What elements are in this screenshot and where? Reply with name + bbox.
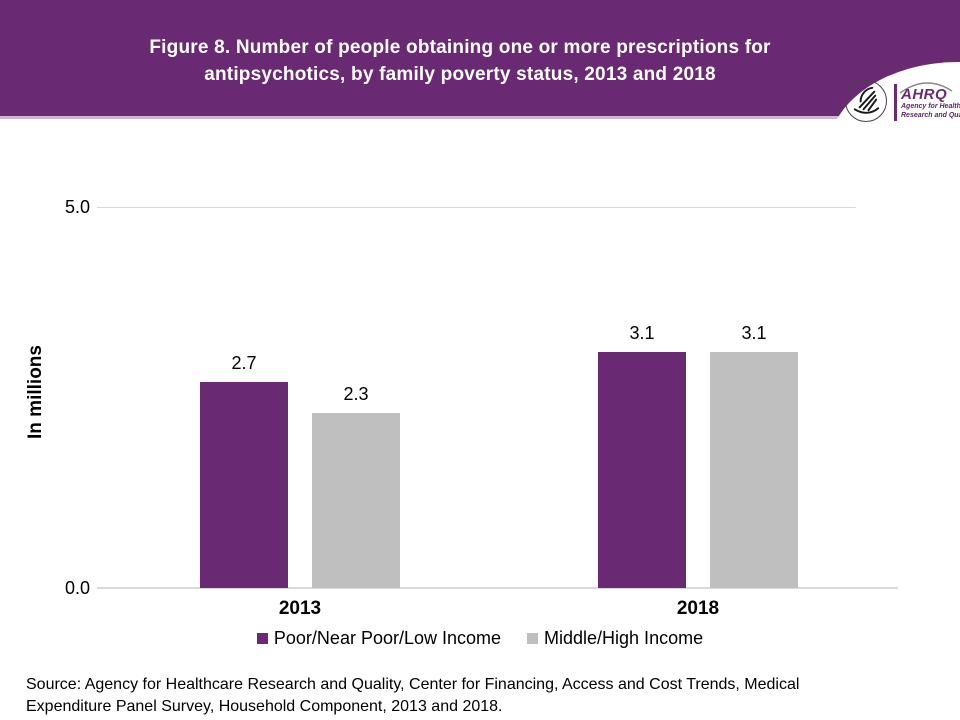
- legend-label: Middle/High Income: [544, 628, 704, 648]
- x-category-label-2013: 2013: [278, 598, 322, 619]
- legend-item-middle: Middle/High Income: [527, 627, 703, 649]
- hhs-eagle-icon: [845, 80, 887, 122]
- figure-title-line1: Figure 8. Number of people obtaining one…: [149, 37, 771, 58]
- y-axis-title: In millions: [25, 345, 46, 439]
- source-note-line2: Expenditure Panel Survey, Household Comp…: [26, 698, 503, 715]
- bar-2013-poor: [200, 382, 288, 588]
- bar-value-label-2013-middle: 2.3: [343, 384, 369, 404]
- y-tick-0: 0.0: [64, 578, 90, 598]
- ahrq-swoosh-icon: [898, 80, 954, 99]
- bar-2013-middle: [312, 413, 400, 588]
- legend-item-poor: Poor/Near Poor/Low Income: [256, 627, 502, 649]
- source-note-line1: Source: Agency for Healthcare Research a…: [26, 676, 800, 693]
- ahrq-wordmark: AHRQ: [901, 86, 948, 103]
- header-band: Figure 8. Number of people obtaining one…: [0, 0, 960, 119]
- gridline-5: [97, 207, 898, 208]
- figure-title: Figure 8. Number of people obtaining one…: [80, 34, 840, 88]
- ahrq-tagline-line1: Agency for Healthcare: [901, 103, 960, 110]
- x-axis-line: [97, 587, 898, 589]
- source-note: Source: Agency for Healthcare Research a…: [26, 674, 926, 718]
- logo-divider: [894, 84, 897, 121]
- ahrq-tagline: Agency for Healthcare Research and Quali…: [901, 103, 960, 120]
- legend-swatch-icon: [527, 632, 539, 644]
- bar-2018-poor: [598, 352, 686, 588]
- bar-value-label-2018-middle: 3.1: [741, 323, 767, 343]
- bar-value-label-2018-poor: 3.1: [629, 323, 655, 343]
- bar-2018-middle: [710, 352, 798, 588]
- x-category-label-2018: 2018: [676, 598, 720, 619]
- y-tick-5: 5.0: [64, 197, 90, 217]
- ahrq-tagline-line2: Research and Quality: [901, 111, 960, 119]
- figure-title-line2: antipsychotics, by family poverty status…: [204, 64, 716, 85]
- chart-legend: Poor/Near Poor/Low Income Middle/High Inc…: [0, 626, 960, 650]
- legend-swatch-icon: [256, 632, 268, 644]
- legend-label: Poor/Near Poor/Low Income: [273, 628, 502, 648]
- bar-value-label-2013-poor: 2.7: [231, 353, 257, 373]
